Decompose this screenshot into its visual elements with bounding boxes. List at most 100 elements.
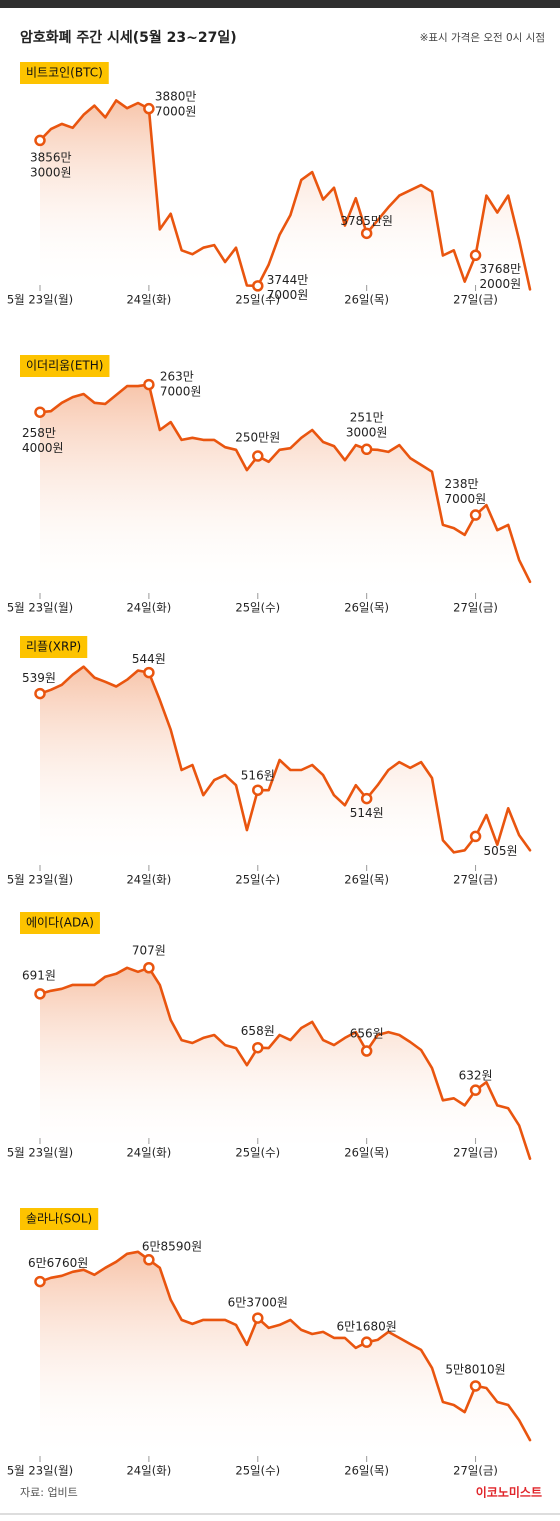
value-label: 6만3700원 (228, 1296, 288, 1310)
x-tick-label: 25일(수) (235, 1464, 280, 1478)
point-marker (252, 280, 264, 292)
point-marker (143, 666, 155, 679)
value-label: 263만 7000원 (160, 369, 202, 398)
x-tick-label: 25일(수) (235, 293, 280, 307)
point-marker (34, 1275, 46, 1288)
chart-title: 비트코인(BTC) (26, 66, 103, 80)
value-label: 6만8590원 (142, 1239, 202, 1253)
point-marker (143, 1254, 155, 1266)
value-label: 238만 7000원 (445, 477, 487, 506)
point-marker (469, 249, 482, 261)
point-marker (469, 509, 482, 521)
chart-title: 에이다(ADA) (26, 916, 94, 930)
point-marker (252, 784, 264, 796)
point-marker (143, 962, 155, 974)
chart-title: 솔라나(SOL) (26, 1212, 92, 1226)
x-tick-label: 25일(수) (235, 1146, 280, 1160)
x-tick-label: 5월 23일(월) (7, 1146, 73, 1160)
value-label: 505원 (484, 844, 518, 858)
point-marker (360, 443, 373, 456)
x-tick-label: 24일(화) (126, 873, 171, 887)
value-label: 5만8010원 (445, 1362, 505, 1376)
point-marker (252, 1312, 264, 1324)
value-label: 258만 4000원 (22, 426, 64, 455)
logo: 이코노미스트 (476, 1485, 542, 1500)
title-box (20, 636, 88, 658)
point-marker (34, 406, 46, 418)
area (40, 1251, 530, 1461)
area (40, 967, 530, 1159)
x-tick-label: 24일(화) (126, 1464, 171, 1478)
point-marker (469, 1084, 482, 1096)
value-label: 539원 (22, 671, 56, 685)
x-tick-label: 5월 23일(월) (7, 873, 73, 887)
point-marker (469, 1380, 482, 1392)
line (38, 665, 532, 854)
page-title: 암호화폐 주간 시세(5월 23~27일) (20, 29, 237, 46)
point-marker (360, 792, 373, 805)
point-marker (34, 687, 46, 700)
value-label: 250만원 (235, 431, 280, 445)
x-tick-label: 25일(수) (235, 873, 280, 887)
x-tick-label: 26일(목) (344, 1464, 389, 1478)
x-tick-label: 26일(목) (344, 601, 389, 615)
area (40, 384, 530, 598)
point-marker (34, 988, 46, 1000)
point-marker (469, 830, 482, 843)
page-note: ※표시 가격은 오전 0시 시점 (420, 31, 545, 44)
point-marker (34, 134, 46, 147)
x-tick-label: 26일(목) (344, 1146, 389, 1160)
value-label: 544원 (132, 652, 166, 666)
x-tick-label: 27일(금) (453, 601, 498, 615)
x-tick-label: 5월 23일(월) (7, 601, 73, 615)
point-marker (360, 227, 373, 240)
point-marker (360, 1045, 373, 1057)
x-tick-label: 27일(금) (453, 293, 498, 307)
chart-title: 이더리움(ETH) (26, 359, 103, 373)
value-label: 3880만 7000원 (155, 89, 197, 118)
value-label: 516원 (241, 769, 275, 783)
line (38, 99, 532, 291)
line (38, 383, 532, 584)
x-tick-label: 27일(금) (453, 1146, 498, 1160)
top-bar (0, 0, 560, 8)
x-tick-label: 24일(화) (126, 601, 171, 615)
value-label: 514원 (350, 806, 384, 820)
x-tick-label: 5월 23일(월) (7, 293, 73, 307)
value-label: 632원 (459, 1069, 493, 1083)
value-label: 691원 (22, 968, 56, 982)
chart-title: 리플(XRP) (26, 640, 81, 654)
area (40, 666, 530, 870)
x-tick-label: 24일(화) (126, 293, 171, 307)
x-tick-label: 26일(목) (344, 293, 389, 307)
x-tick-label: 25일(수) (235, 601, 280, 615)
title-box (20, 1208, 99, 1230)
source: 자료: 업비트 (20, 1486, 78, 1499)
point-marker (143, 102, 155, 115)
x-tick-label: 27일(금) (453, 873, 498, 887)
x-tick-label: 5월 23일(월) (7, 1464, 73, 1478)
x-tick-label: 27일(금) (453, 1464, 498, 1478)
value-label: 251만 3000원 (346, 410, 388, 439)
point-marker (360, 1336, 373, 1348)
title-box (20, 355, 110, 377)
point-marker (252, 1041, 264, 1054)
point-marker (143, 378, 155, 391)
value-label: 3768만 2000원 (480, 262, 522, 291)
value-label: 6만6760원 (28, 1256, 88, 1270)
line (38, 966, 532, 1160)
value-label: 3856만 3000원 (30, 150, 72, 179)
title-box (20, 62, 109, 84)
value-label: 656원 (350, 1027, 384, 1041)
line (38, 1250, 532, 1442)
value-label: 3744만 7000원 (267, 272, 309, 301)
x-tick-label: 24일(화) (126, 1146, 171, 1160)
title-box (20, 912, 100, 934)
value-label: 658원 (241, 1024, 275, 1038)
value-label: 707원 (132, 943, 166, 957)
value-label: 3785만원 (340, 214, 393, 228)
x-tick-label: 26일(목) (344, 873, 389, 887)
value-label: 6만1680원 (337, 1320, 397, 1334)
area (40, 100, 530, 291)
